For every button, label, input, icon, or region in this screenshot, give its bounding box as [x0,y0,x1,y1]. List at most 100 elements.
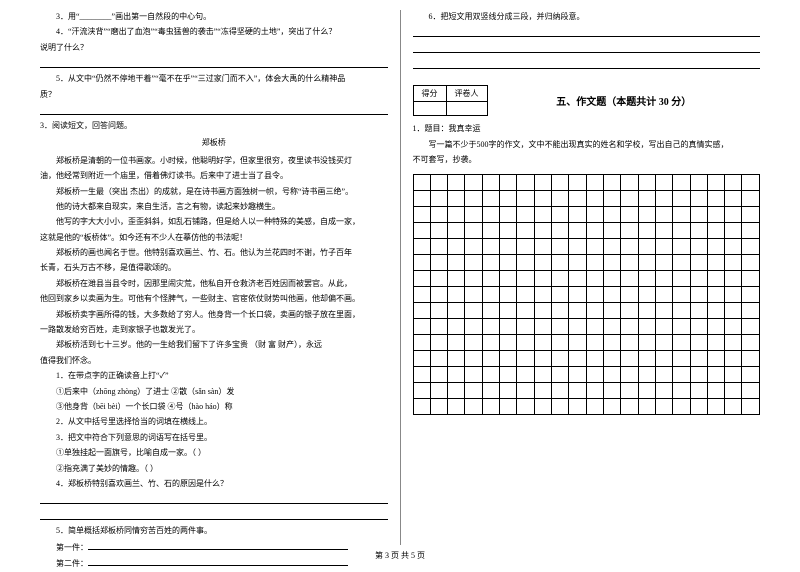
essay-cell [517,350,534,366]
p1b: 油，他经常到附近一个庙里，借着佛灯读书。后来中了进士当了县令。 [40,169,388,183]
essay-cell [465,382,482,398]
essay-cell [465,174,482,190]
essay-cell [621,254,638,270]
essay-cell [586,382,603,398]
essay-cell [413,222,430,238]
essay-cell [621,270,638,286]
essay-cell [430,334,447,350]
essay-cell [517,398,534,414]
essay-cell [552,270,569,286]
essay-cell [603,302,620,318]
essay-cell [655,238,672,254]
score-header: 得分 [413,86,446,102]
essay-cell [725,398,742,414]
essay-cell [690,334,707,350]
essay-cell [552,286,569,302]
essay-cell [725,366,742,382]
essay-cell [742,206,760,222]
blank-line [413,25,761,37]
essay-cell [448,334,465,350]
essay-cell [482,238,499,254]
essay-cell [621,398,638,414]
essay-cell [725,222,742,238]
essay-cell [534,222,551,238]
sq3: 3．把文中符合下列意思的词语写在括号里。 [40,431,388,445]
essay-cell [673,222,690,238]
essay-cell [569,238,586,254]
essay-cell [690,190,707,206]
essay-cell [603,398,620,414]
blank-line [40,56,388,68]
essay-cell [690,302,707,318]
essay-cell [586,254,603,270]
essay-cell [534,174,551,190]
essay-cell [655,206,672,222]
essay-cell [707,286,724,302]
p1a: 郑板桥是清朝的一位书画家。小时候，他聪明好学，但家里很穷，夜里读书没钱买灯 [40,154,388,168]
essay-cell [448,398,465,414]
essay-cell [552,382,569,398]
essay-cell [430,270,447,286]
essay-cell [673,190,690,206]
essay-cell [586,334,603,350]
essay-cell [655,174,672,190]
essay-cell [638,206,655,222]
essay-cell [655,302,672,318]
essay-cell [603,206,620,222]
essay-cell [569,190,586,206]
essay-cell [534,206,551,222]
essay-cell [603,382,620,398]
essay-cell [603,270,620,286]
essay-cell [413,318,430,334]
essay-cell [742,174,760,190]
essay-cell [517,334,534,350]
essay-cell [517,190,534,206]
essay-cell [586,222,603,238]
essay-cell [569,206,586,222]
essay-cell [482,350,499,366]
essay-cell [621,318,638,334]
essay-cell [586,190,603,206]
essay-cell [534,286,551,302]
essay-cell [500,302,517,318]
essay-cell [482,190,499,206]
essay-cell [448,318,465,334]
essay-cell [534,350,551,366]
essay-cell [655,286,672,302]
essay-cell [552,238,569,254]
essay-cell [534,398,551,414]
essay-cell [430,222,447,238]
essay-cell [430,382,447,398]
score-cell [413,102,446,116]
essay-cell [500,350,517,366]
essay-cell [569,318,586,334]
essay-cell [517,366,534,382]
essay-cell [742,318,760,334]
essay-cell [517,318,534,334]
essay-cell [638,334,655,350]
left-column: 3．用“________”画出第一自然段的中心句。 4．“汗流浃背”“磨出了血泡… [30,10,398,545]
essay-cell [500,254,517,270]
essay-cell [638,350,655,366]
sq1b: ③他身背（bēi bèi）一个长口袋 ④号（hào háo）称 [40,400,388,414]
essay-cell [742,270,760,286]
essay-cell [465,254,482,270]
essay-cell [638,286,655,302]
essay-cell [690,286,707,302]
p3: 他的诗大都来自现实，来自生活，言之有物，读起来妙趣横生。 [40,200,388,214]
essay-cell [586,302,603,318]
essay-cell [552,350,569,366]
essay-cell [742,382,760,398]
essay-cell [413,366,430,382]
essay-cell [655,270,672,286]
essay-cell [725,302,742,318]
essay-cell [448,222,465,238]
essay-desc1: 写一篇不少于500字的作文，文中不能出现真实的姓名和学校，写出自己的真情实感， [413,138,761,152]
essay-cell [482,302,499,318]
essay-cell [690,206,707,222]
essay-cell [430,366,447,382]
essay-cell [413,382,430,398]
essay-cell [638,398,655,414]
essay-cell [448,190,465,206]
essay-cell [638,270,655,286]
